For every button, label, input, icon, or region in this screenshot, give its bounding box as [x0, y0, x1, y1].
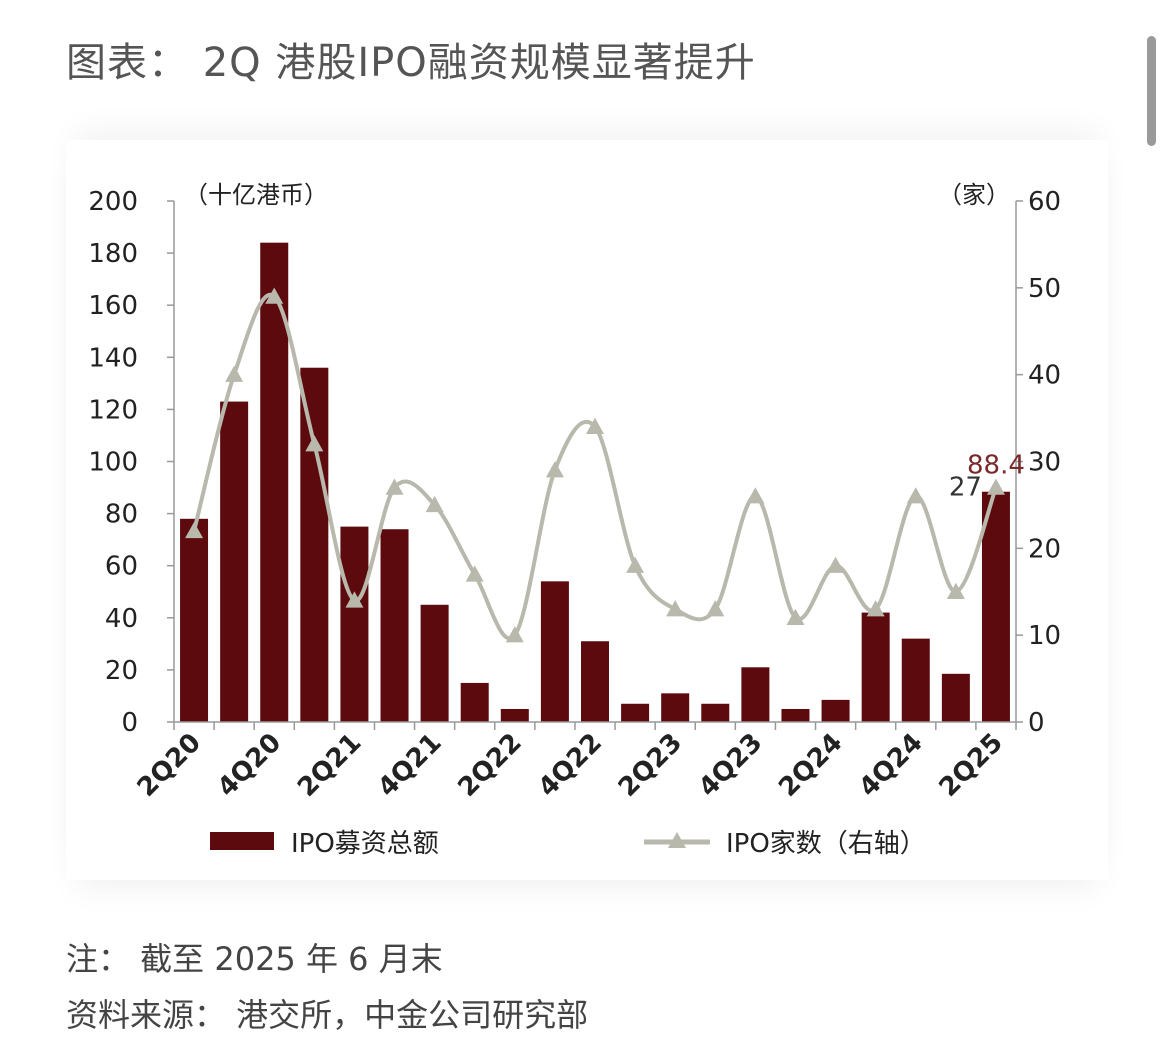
- line-marker-1Q23: [626, 556, 645, 573]
- right-axis-tick-label: 20: [1028, 534, 1061, 564]
- bar-1Q24: [781, 708, 810, 722]
- x-axis-tick-label-2Q21: 2Q21: [292, 728, 367, 803]
- line-marker-2Q21: [345, 591, 364, 608]
- x-axis-tick-label-4Q20: 4Q20: [212, 728, 287, 803]
- legend-label-bar: IPO募资总额: [291, 829, 439, 859]
- bar-1Q21: [300, 367, 329, 722]
- legend-swatch-bar: [210, 832, 274, 850]
- line-marker-3Q22: [545, 461, 564, 478]
- bar-2Q22: [500, 708, 529, 722]
- left-axis-tick-label: 80: [105, 500, 138, 530]
- left-axis-tick-label: 200: [88, 187, 138, 217]
- line-marker-3Q21: [385, 478, 404, 495]
- scrollbar[interactable]: [1147, 36, 1156, 146]
- left-axis-unit-label: （十亿港币）: [184, 181, 328, 209]
- bar-3Q22: [540, 581, 569, 722]
- right-axis-tick-label: 60: [1028, 187, 1061, 217]
- line-marker-2Q24: [826, 556, 845, 573]
- line-marker-4Q21: [425, 495, 444, 513]
- left-axis-tick-label: 100: [88, 448, 138, 478]
- x-axis-tick-label-4Q21: 4Q21: [372, 728, 447, 803]
- page-title: 图表： 2Q 港股IPO融资规模显著提升: [66, 40, 756, 86]
- bar-4Q21: [420, 604, 449, 722]
- left-axis-tick-label: 60: [105, 552, 138, 582]
- left-axis-tick-label: 160: [88, 291, 138, 321]
- bar-2Q23: [661, 693, 690, 722]
- x-axis-tick-label-2Q22: 2Q22: [453, 728, 528, 803]
- x-axis-tick-label-2Q25: 2Q25: [934, 728, 1009, 803]
- line-marker-3Q20: [225, 365, 244, 382]
- right-axis-tick-label: 30: [1028, 448, 1061, 478]
- left-axis-tick-label: 140: [88, 343, 138, 373]
- legend-marker-triangle: [668, 832, 686, 848]
- bar-2Q25: [981, 491, 1010, 722]
- bar-series-fundraising: [180, 242, 1010, 722]
- line-marker-1Q21: [305, 435, 324, 452]
- left-axis-tick-label: 20: [105, 656, 138, 686]
- bar-3Q20: [220, 401, 249, 722]
- bar-1Q23: [621, 703, 650, 722]
- left-axis-tick-label: 40: [105, 604, 138, 634]
- line-marker-4Q20: [265, 287, 284, 304]
- bar-2Q24: [821, 699, 850, 722]
- line-marker-1Q24: [786, 608, 805, 625]
- bar-4Q23: [741, 667, 770, 722]
- line-marker-4Q23: [746, 487, 765, 504]
- left-axis-tick-label: 0: [121, 708, 138, 738]
- ipo-chart: 0 20 40 60 80 100 120 140 160 180 200 0 10 20 30 40 50 60…: [88, 181, 1061, 859]
- line-marker-4Q24: [906, 487, 925, 504]
- footnote: 注： 截至 2025 年 6 月末: [66, 940, 443, 978]
- right-axis-tick-label: 10: [1028, 621, 1061, 651]
- bar-2Q21: [340, 526, 369, 722]
- line-marker-3Q23: [706, 600, 725, 617]
- bar-3Q21: [380, 529, 409, 722]
- bar-4Q22: [581, 641, 609, 722]
- line-marker-2Q23: [666, 600, 685, 617]
- x-axis-tick-label-2Q23: 2Q23: [613, 728, 688, 803]
- x-axis-tick-label-4Q22: 4Q22: [533, 728, 608, 803]
- right-axis-tick-label: 0: [1028, 708, 1045, 738]
- line-marker-1Q22: [465, 565, 484, 582]
- line-marker-3Q24: [866, 600, 885, 617]
- legend-label-line: IPO家数（右轴）: [726, 829, 926, 859]
- right-axis-unit-label: （家）: [938, 181, 1010, 209]
- bar-3Q24: [861, 612, 890, 722]
- bar-4Q20: [260, 242, 289, 722]
- bar-3Q23: [701, 703, 730, 722]
- bar-1Q22: [460, 682, 489, 722]
- data-label-27: 27: [949, 473, 982, 503]
- x-axis-tick-label-4Q23: 4Q23: [693, 728, 768, 803]
- bar-4Q24: [901, 638, 930, 722]
- line-marker-2Q25: [986, 478, 1005, 495]
- line-marker-4Q22: [586, 417, 604, 434]
- bar-1Q25: [941, 673, 970, 722]
- chart-card: 0 20 40 60 80 100 120 140 160 180 200 0 10 20 30 40 50 60…: [66, 140, 1108, 880]
- right-axis-tick-label: 40: [1028, 361, 1061, 391]
- line-marker-2Q22: [505, 626, 524, 643]
- line-marker-1Q25: [946, 582, 965, 599]
- bar-2Q20: [180, 518, 209, 722]
- legend: IPO募资总额 IPO家数（右轴）: [210, 829, 926, 859]
- data-label-88.4: 88.4: [967, 451, 1025, 481]
- source-note: 资料来源： 港交所，中金公司研究部: [66, 996, 589, 1034]
- x-axis-tick-label-2Q24: 2Q24: [773, 728, 848, 803]
- line-marker-2Q20: [185, 521, 204, 539]
- left-axis-tick-label: 120: [88, 395, 138, 425]
- line-series-ipo-count: [185, 287, 1005, 643]
- x-axis-tick-label-2Q20: 2Q20: [132, 728, 207, 803]
- right-axis-tick-label: 50: [1028, 274, 1061, 304]
- left-axis-tick-label: 180: [88, 239, 138, 269]
- x-axis-tick-label-4Q24: 4Q24: [853, 728, 928, 803]
